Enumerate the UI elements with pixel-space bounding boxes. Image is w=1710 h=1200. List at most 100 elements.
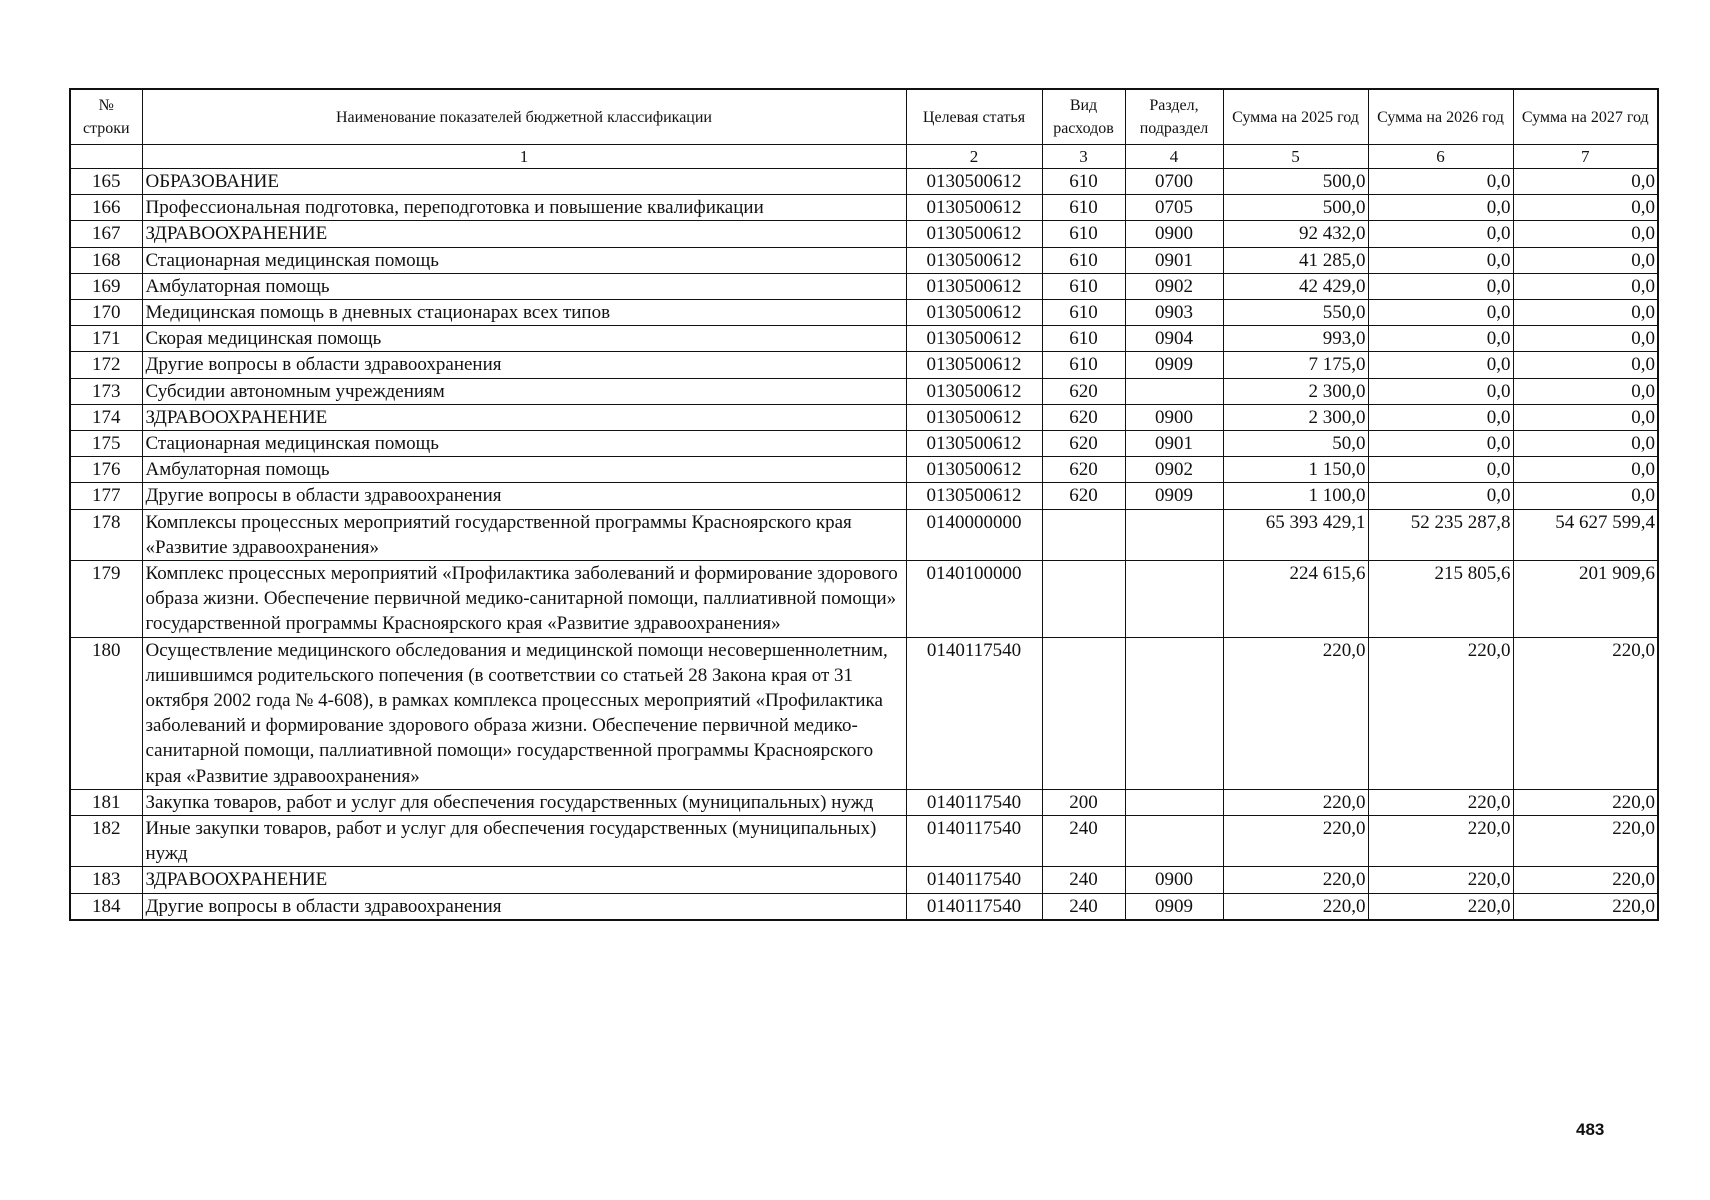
column-index [69,144,143,169]
sum-2027: 0,0 [1512,272,1659,301]
indicator-name: Стационарная медицинская помощь [141,430,907,458]
row-number: 177 [69,482,143,510]
table-row: 177 Другие вопросы в области здравоохране… [69,482,1659,510]
sum-2025: 500,0 [1222,167,1369,196]
section-code [1124,636,1224,790]
sum-2025: 2 300,0 [1222,403,1369,432]
sum-2026: 0,0 [1367,430,1514,458]
target-article: 0130500612 [905,403,1043,432]
row-number: 176 [69,456,143,484]
header-sum-2026: Сумма на 2026 год [1367,88,1514,145]
sum-2027: 0,0 [1512,167,1659,196]
row-number: 172 [69,351,143,379]
sum-2026: 0,0 [1367,377,1514,405]
sum-2027: 220,0 [1512,636,1659,790]
sum-2026: 0,0 [1367,299,1514,327]
header-row-number: № строки [69,88,143,145]
target-article: 0130500612 [905,246,1043,274]
sum-2027: 0,0 [1512,456,1659,484]
sum-2026: 220,0 [1367,788,1514,817]
indicator-name: Иные закупки товаров, работ и услуг для … [141,815,907,868]
column-index-row: 1 2 3 4 5 6 7 [69,144,1659,169]
target-article: 0130500612 [905,299,1043,327]
indicator-name: Амбулаторная помощь [141,456,907,484]
target-article: 0130500612 [905,194,1043,222]
table-row: 167 ЗДРАВООХРАНЕНИЕ 0130500612 610 0900 92 43… [69,220,1659,248]
sum-2025: 41 285,0 [1222,246,1369,274]
header-sum-2025: Сумма на 2025 год [1222,88,1369,145]
target-article: 0130500612 [905,272,1043,301]
sum-2027: 220,0 [1512,815,1659,868]
sum-2027: 0,0 [1512,351,1659,379]
header-section: Раздел, подраздел [1124,88,1224,145]
table-row: 178 Комплексы процессных мероприятий госу… [69,508,1659,562]
indicator-name: Комплексы процессных мероприятий государ… [141,508,907,562]
expense-type: 240 [1041,892,1126,921]
target-article: 0130500612 [905,167,1043,196]
table-row: 171 Скорая медицинская помощь 0130500612 61… [69,325,1659,353]
indicator-name: Другие вопросы в области здравоохранения [141,892,907,921]
expense-type: 620 [1041,456,1126,484]
expense-type: 610 [1041,351,1126,379]
sum-2027: 0,0 [1512,220,1659,248]
section-code: 0900 [1124,403,1224,432]
sum-2026: 0,0 [1367,456,1514,484]
table-row: 176 Амбулаторная помощь 0130500612 620 0902 1… [69,456,1659,484]
section-code: 0900 [1124,866,1224,894]
sum-2026: 0,0 [1367,272,1514,301]
sum-2026: 0,0 [1367,351,1514,379]
section-code [1124,815,1224,868]
target-article: 0140000000 [905,508,1043,562]
target-article: 0130500612 [905,482,1043,510]
row-number: 165 [69,167,143,196]
sum-2026: 0,0 [1367,194,1514,222]
sum-2027: 201 909,6 [1512,560,1659,638]
expense-type: 200 [1041,788,1126,817]
section-code [1124,560,1224,638]
sum-2027: 0,0 [1512,194,1659,222]
sum-2025: 220,0 [1222,815,1369,868]
row-number: 167 [69,220,143,248]
sum-2027: 0,0 [1512,403,1659,432]
section-code: 0705 [1124,194,1224,222]
table-row: 170 Медицинская помощь в дневных стациона… [69,299,1659,327]
row-number: 175 [69,430,143,458]
target-article: 0140117540 [905,892,1043,921]
indicator-name: Скорая медицинская помощь [141,325,907,353]
sum-2025: 220,0 [1222,788,1369,817]
table-row: 180 Осуществление медицинского обследован… [69,636,1659,790]
header-name: Наименование показателей бюджетной класс… [141,88,907,145]
table-row: 168 Стационарная медицинская помощь 013050… [69,246,1659,274]
section-code: 0901 [1124,430,1224,458]
target-article: 0140117540 [905,788,1043,817]
target-article: 0140100000 [905,560,1043,638]
sum-2027: 220,0 [1512,866,1659,894]
sum-2025: 50,0 [1222,430,1369,458]
indicator-name: Комплекс процессных мероприятий «Профила… [141,560,907,638]
table-body: 165 ОБРАЗОВАНИЕ 0130500612 610 0700 500,0 0,0 0… [69,167,1659,921]
indicator-name: Профессиональная подготовка, переподгото… [141,194,907,222]
sum-2025: 1 100,0 [1222,482,1369,510]
expense-type: 620 [1041,430,1126,458]
table-row: 183 ЗДРАВООХРАНЕНИЕ 0140117540 240 0900 220,0… [69,866,1659,894]
table-row: 174 ЗДРАВООХРАНЕНИЕ 0130500612 620 0900 2 300… [69,403,1659,432]
column-index: 1 [141,144,907,169]
sum-2027: 0,0 [1512,377,1659,405]
target-article: 0130500612 [905,220,1043,248]
sum-2025: 550,0 [1222,299,1369,327]
expense-type [1041,636,1126,790]
header-row: № строки Наименование показателей бюджет… [69,88,1659,145]
table-row: 184 Другие вопросы в области здравоохране… [69,892,1659,921]
sum-2026: 0,0 [1367,167,1514,196]
sum-2026: 0,0 [1367,403,1514,432]
row-number: 179 [69,560,143,638]
expense-type: 610 [1041,167,1126,196]
indicator-name: Другие вопросы в области здравоохранения [141,482,907,510]
section-code: 0900 [1124,220,1224,248]
expense-type: 620 [1041,482,1126,510]
expense-type [1041,560,1126,638]
indicator-name: Закупка товаров, работ и услуг для обесп… [141,788,907,817]
row-number: 166 [69,194,143,222]
sum-2025: 220,0 [1222,866,1369,894]
row-number: 183 [69,866,143,894]
